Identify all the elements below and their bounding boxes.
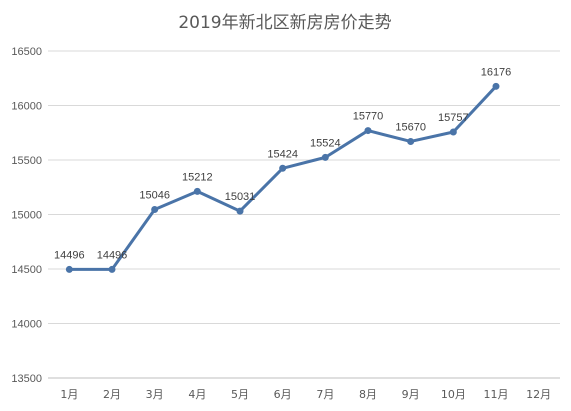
x-tick-label: 5月	[231, 388, 249, 401]
data-label: 15046	[139, 189, 170, 201]
data-label: 15424	[267, 148, 298, 160]
y-tick-label: 14000	[11, 319, 42, 331]
x-tick-label: 3月	[146, 388, 164, 401]
data-point	[364, 127, 372, 135]
y-tick-label: 15000	[11, 210, 42, 222]
x-tick-label: 11月	[484, 388, 509, 401]
data-point	[236, 207, 244, 215]
x-tick-label: 6月	[274, 388, 292, 401]
x-tick-label: 1月	[60, 388, 78, 401]
data-label: 14496	[97, 249, 128, 261]
data-point	[65, 265, 73, 273]
y-tick-label: 14500	[11, 264, 42, 276]
data-point	[407, 137, 415, 145]
data-label: 15670	[395, 121, 426, 133]
data-label: 16176	[481, 66, 512, 78]
x-tick-label: 4月	[188, 388, 206, 401]
data-label: 15031	[225, 191, 256, 203]
data-point	[108, 265, 116, 273]
data-label: 14496	[54, 249, 85, 261]
y-tick-label: 16000	[11, 101, 42, 113]
chart-title: 2019年新北区新房房价走势	[178, 13, 391, 33]
x-tick-label: 10月	[441, 388, 466, 401]
data-label: 15212	[182, 171, 213, 183]
y-tick-label: 13500	[11, 373, 42, 385]
x-tick-label: 8月	[359, 388, 377, 401]
data-labels: 14496 14496 15046 15212 15031 15424 15524 15770…	[54, 66, 511, 261]
data-point	[449, 128, 457, 136]
data-label: 15524	[310, 137, 341, 149]
data-point	[321, 153, 329, 161]
data-point	[193, 187, 201, 195]
data-points	[65, 82, 500, 273]
grid-lines	[48, 50, 560, 379]
x-tick-label: 12月	[526, 388, 551, 401]
y-axis-ticks: 13500 14000 14500 15000 15500 16000 16500	[11, 46, 42, 385]
data-label: 15757	[438, 112, 469, 124]
y-tick-label: 15500	[11, 155, 42, 167]
y-tick-label: 16500	[11, 46, 42, 58]
x-tick-label: 9月	[402, 388, 420, 401]
x-tick-label: 2月	[103, 388, 121, 401]
x-axis-ticks: 1月 2月 3月 4月 5月 6月 7月 8月 9月 10月 11月 12月	[60, 388, 551, 401]
data-point	[151, 205, 159, 213]
data-point	[492, 82, 500, 90]
data-point	[279, 164, 287, 172]
data-label: 15770	[353, 111, 384, 123]
x-tick-label: 7月	[316, 388, 334, 401]
